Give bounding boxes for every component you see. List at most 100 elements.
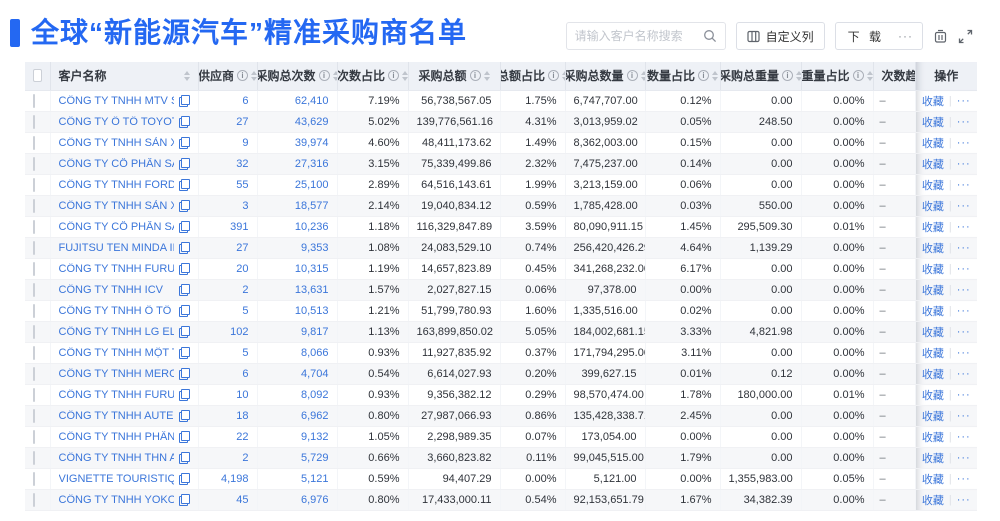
favorite-action[interactable]: 收藏: [921, 95, 944, 108]
col-header-total_weight[interactable]: 采购总重量 i: [720, 62, 802, 91]
customer-name-link[interactable]: CÔNG TY TNHH THN AUTOPAR...: [58, 451, 174, 464]
row-more-action[interactable]: ···: [956, 220, 971, 233]
favorite-action[interactable]: 收藏: [921, 284, 944, 297]
customer-name-link[interactable]: CÔNG TY TNHH MTV SẢN XUẤ...: [58, 94, 174, 107]
cell-suppliers[interactable]: 2: [198, 279, 258, 301]
copy-icon[interactable]: [178, 346, 190, 359]
sort-icon[interactable]: [562, 70, 564, 81]
info-icon[interactable]: i: [237, 70, 249, 82]
row-checkbox[interactable]: [33, 366, 35, 381]
customer-name-link[interactable]: CÔNG TY CỔ PHẦN SẢN XUẤT...: [58, 220, 174, 233]
cell-purchase_count[interactable]: 8,066: [257, 342, 338, 364]
cell-suppliers[interactable]: 391: [198, 216, 258, 238]
row-checkbox[interactable]: [33, 408, 35, 423]
row-checkbox[interactable]: [33, 429, 35, 444]
copy-icon[interactable]: [178, 388, 190, 401]
trash-icon[interactable]: [933, 29, 948, 44]
favorite-action[interactable]: 收藏: [921, 179, 944, 192]
col-header-quantity_pct[interactable]: 数量占比 i: [645, 62, 721, 91]
row-more-action[interactable]: ···: [956, 304, 971, 317]
cell-suppliers[interactable]: 20: [198, 258, 258, 280]
cell-suppliers[interactable]: 27: [198, 237, 258, 259]
cell-purchase_count[interactable]: 8,092: [257, 384, 338, 406]
favorite-action[interactable]: 收藏: [921, 200, 944, 213]
customer-name-link[interactable]: CÔNG TY CỔ PHẦN SẢN XUẤT...: [58, 157, 174, 170]
cell-suppliers[interactable]: 4,198: [198, 468, 258, 490]
favorite-action[interactable]: 收藏: [921, 158, 944, 171]
favorite-action[interactable]: 收藏: [921, 221, 944, 234]
col-header-weight_pct[interactable]: 重量占比 i: [801, 62, 874, 91]
col-header-total_quantity[interactable]: 采购总数量 i: [565, 62, 646, 91]
favorite-action[interactable]: 收藏: [921, 326, 944, 339]
row-more-action[interactable]: ···: [956, 283, 971, 296]
sort-icon[interactable]: [866, 70, 872, 81]
cell-suppliers[interactable]: 10: [198, 384, 258, 406]
row-checkbox[interactable]: [33, 387, 35, 402]
cell-suppliers[interactable]: 55: [198, 174, 258, 196]
row-checkbox[interactable]: [33, 198, 35, 213]
row-checkbox[interactable]: [33, 492, 35, 507]
customer-name-link[interactable]: CÔNG TY TNHH ICV: [58, 283, 164, 296]
favorite-action[interactable]: 收藏: [921, 263, 944, 276]
favorite-action[interactable]: 收藏: [921, 473, 944, 486]
cell-purchase_count[interactable]: 13,631: [257, 279, 338, 301]
favorite-action[interactable]: 收藏: [921, 305, 944, 318]
copy-icon[interactable]: [178, 325, 190, 338]
search-icon[interactable]: [703, 29, 717, 43]
copy-icon[interactable]: [178, 178, 190, 191]
copy-icon[interactable]: [178, 367, 190, 380]
customize-columns-button[interactable]: 自定义列: [735, 22, 825, 50]
sort-icon[interactable]: [640, 70, 644, 81]
cell-purchase_count[interactable]: 5,121: [257, 468, 338, 490]
cell-suppliers[interactable]: 6: [198, 90, 258, 112]
cell-purchase_count[interactable]: 9,353: [257, 237, 338, 259]
info-icon[interactable]: i: [626, 70, 638, 82]
row-more-action[interactable]: ···: [956, 136, 971, 149]
sort-icon[interactable]: [796, 70, 800, 81]
row-more-action[interactable]: ···: [956, 157, 971, 170]
customer-name-link[interactable]: CÔNG TY TNHH FURUKAWA A...: [58, 262, 174, 275]
cell-purchase_count[interactable]: 18,577: [257, 195, 338, 217]
favorite-action[interactable]: 收藏: [921, 494, 944, 507]
cell-suppliers[interactable]: 2: [198, 447, 258, 469]
copy-icon[interactable]: [178, 409, 190, 422]
copy-icon[interactable]: [178, 241, 190, 254]
row-more-action[interactable]: ···: [956, 241, 971, 254]
download-more-button[interactable]: ···: [898, 29, 913, 43]
row-checkbox[interactable]: [33, 261, 35, 276]
row-more-action[interactable]: ···: [956, 493, 971, 506]
row-more-action[interactable]: ···: [956, 178, 971, 191]
sort-icon[interactable]: [332, 70, 336, 81]
row-more-action[interactable]: ···: [956, 409, 971, 422]
search-input[interactable]: [574, 29, 703, 43]
cell-purchase_count[interactable]: 25,100: [257, 174, 338, 196]
favorite-action[interactable]: 收藏: [921, 116, 944, 129]
row-more-action[interactable]: ···: [956, 94, 971, 107]
cell-suppliers[interactable]: 5: [198, 300, 258, 322]
info-icon[interactable]: i: [698, 70, 710, 82]
favorite-action[interactable]: 收藏: [921, 137, 944, 150]
cell-suppliers[interactable]: 18: [198, 405, 258, 427]
favorite-action[interactable]: 收藏: [921, 368, 944, 381]
info-icon[interactable]: i: [548, 70, 560, 82]
select-all-checkbox[interactable]: [33, 69, 42, 83]
col-header-count_pct[interactable]: 次数占比 i: [337, 62, 409, 91]
col-header-total_amount[interactable]: 采购总额 i: [408, 62, 501, 91]
info-icon[interactable]: i: [469, 70, 481, 82]
cell-suppliers[interactable]: 102: [198, 321, 258, 343]
customer-name-link[interactable]: CÔNG TY TNHH YOKOWO VIỆT...: [58, 493, 174, 506]
copy-icon[interactable]: [178, 262, 190, 275]
customer-name-link[interactable]: VIGNETTE TOURISTIQUE G UNI...: [58, 472, 174, 485]
row-checkbox[interactable]: [33, 324, 35, 339]
copy-icon[interactable]: [178, 220, 190, 233]
row-checkbox[interactable]: [33, 177, 35, 192]
row-checkbox[interactable]: [33, 345, 35, 360]
cell-purchase_count[interactable]: 5,729: [257, 447, 338, 469]
cell-purchase_count[interactable]: 10,236: [257, 216, 338, 238]
favorite-action[interactable]: 收藏: [921, 452, 944, 465]
row-more-action[interactable]: ···: [956, 262, 971, 275]
customer-name-link[interactable]: CÔNG TY TNHH FORD VIỆT NAM: [58, 178, 174, 191]
customer-name-link[interactable]: CÔNG TY TNHH Ô TÔ MITSUBI...: [58, 304, 174, 317]
cell-purchase_count[interactable]: 9,817: [257, 321, 338, 343]
row-checkbox[interactable]: [33, 450, 35, 465]
